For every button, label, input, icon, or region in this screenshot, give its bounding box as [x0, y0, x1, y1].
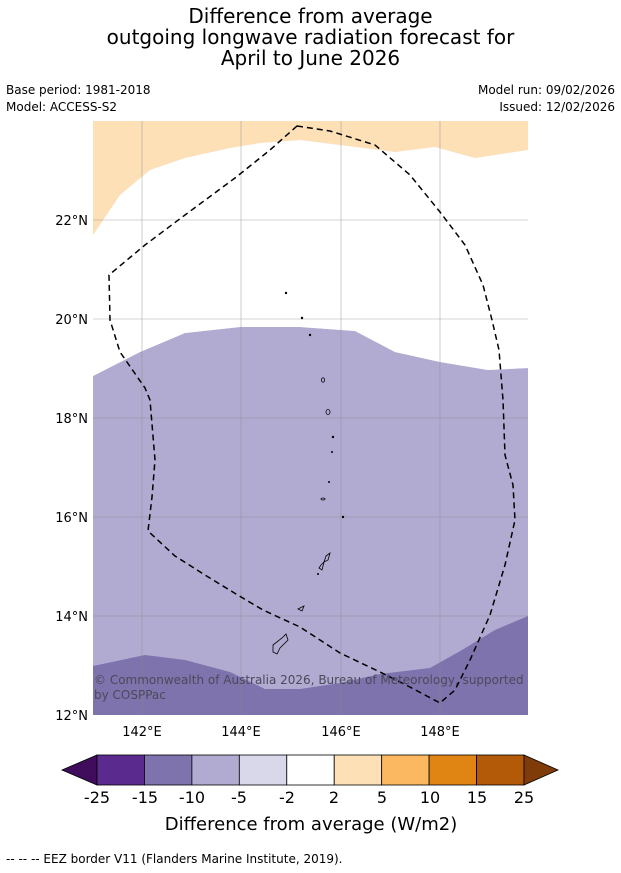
anomaly-fill-minus-15-to-minus-10: [93, 616, 528, 715]
colorbar-segment: [286, 754, 335, 786]
colorbar-tick-label: -15: [132, 788, 158, 807]
colorbar-tick-label: 10: [420, 788, 440, 807]
colorbar-extend-low: [60, 754, 98, 786]
colorbar-segment: [96, 754, 145, 786]
map-title: Difference from average outgoing longwav…: [0, 6, 621, 69]
model-run-text: Model run: 09/02/2026: [477, 83, 615, 97]
lon-label: 142°E: [122, 725, 162, 740]
colorbar-segment: [428, 754, 477, 786]
islands: [272, 291, 345, 655]
lat-label: 16°N: [55, 511, 88, 526]
colorbar-segment: [144, 754, 193, 786]
issued-text: Issued: 12/02/2026: [499, 100, 615, 114]
colorbar: [60, 754, 559, 786]
lat-label: 22°N: [55, 214, 88, 229]
lat-label: 14°N: [55, 610, 88, 625]
colorbar-label: Difference from average (W/m2): [165, 814, 457, 835]
longitude-labels: 142°E 144°E 146°E 148°E: [122, 725, 460, 740]
colorbar-tick-label: -25: [84, 788, 110, 807]
colorbar-segment: [333, 754, 383, 786]
anomaly-fill-minus-2-to-2: [93, 140, 528, 376]
copyright-line-1: © Commonwealth of Australia 2026, Bureau…: [94, 673, 524, 687]
colorbar-tick-label: -2: [279, 788, 295, 807]
colorbar-segment: [381, 754, 430, 786]
base-period-text: Base period: 1981-2018: [6, 83, 151, 97]
map-area: [93, 121, 528, 715]
colorbar-tick-label: 15: [467, 788, 487, 807]
graticule: [93, 121, 528, 715]
lat-label: 18°N: [55, 412, 88, 427]
meta-right: Model run: 09/02/2026 Issued: 12/02/2026: [478, 82, 615, 116]
title-line-1: Difference from average: [188, 4, 433, 28]
anomaly-fill-minus-10-band: [93, 425, 528, 715]
lat-label: 20°N: [55, 313, 88, 328]
meta-left: Base period: 1981-2018 Model: ACCESS-S2: [6, 82, 151, 116]
colorbar-segment: [476, 754, 525, 786]
colorbar-tick-label: 5: [377, 788, 387, 807]
colorbar-extend-high: [523, 754, 559, 786]
latitude-labels: 22°N 20°N 18°N 16°N 14°N 12°N: [55, 214, 88, 724]
anomaly-fill-2-to-5: [93, 121, 528, 235]
title-line-2: outgoing longwave radiation forecast for: [106, 25, 515, 49]
colorbar-tick-label: -10: [179, 788, 205, 807]
colorbar-segment: [191, 754, 240, 786]
colorbar-ticks: -25 -15 -10 -5 -2 2 5 10 15 25: [84, 788, 534, 807]
eez-legend: -- -- -- EEZ border V11 (Flanders Marine…: [6, 852, 343, 866]
lat-label: 12°N: [55, 709, 88, 724]
guam-island: [272, 633, 289, 655]
lon-label: 144°E: [221, 725, 261, 740]
model-text: Model: ACCESS-S2: [6, 100, 118, 114]
copyright-line-2: by COSPPac: [94, 688, 166, 702]
colorbar-tick-label: -5: [231, 788, 247, 807]
colorbar-tick-label: 2: [329, 788, 339, 807]
eez-border: [108, 125, 516, 704]
colorbar-segment: [238, 754, 288, 786]
lon-label: 148°E: [420, 725, 460, 740]
title-line-3: April to June 2026: [220, 46, 401, 70]
colorbar-tick-label: 25: [514, 788, 534, 807]
lon-label: 146°E: [321, 725, 361, 740]
